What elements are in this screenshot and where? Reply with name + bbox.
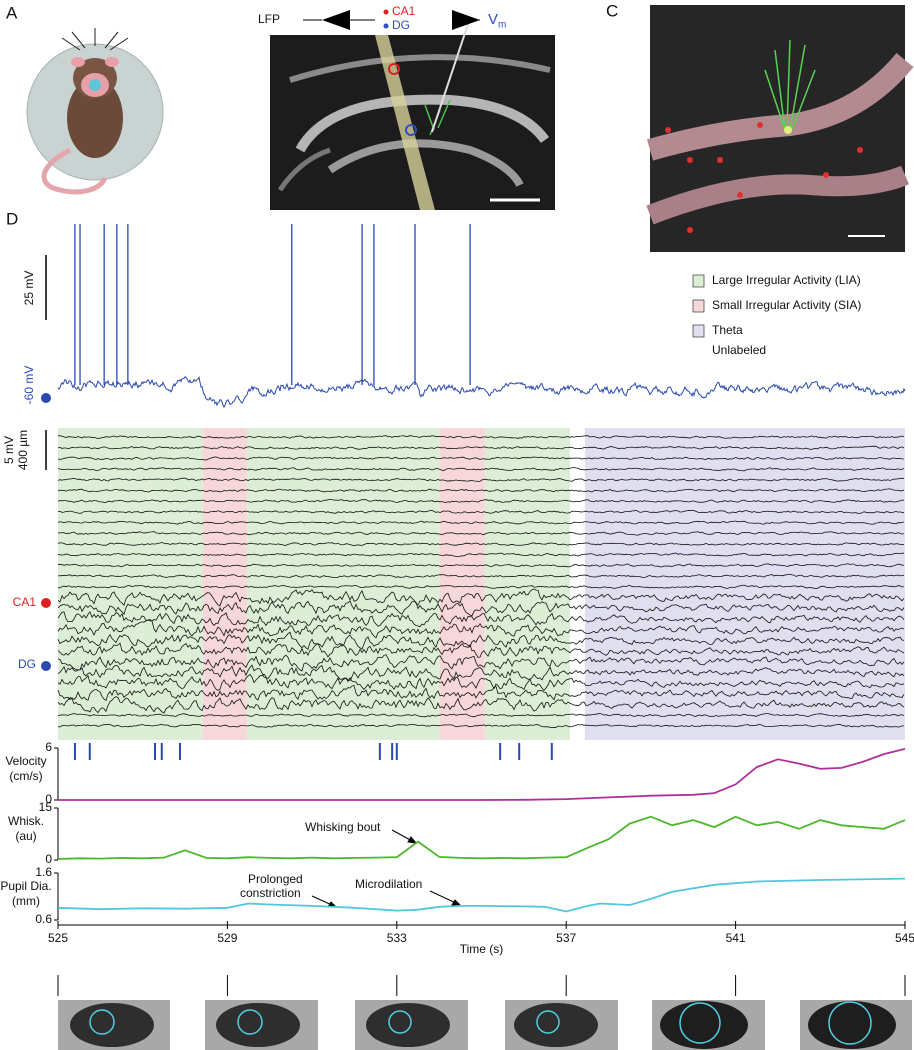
- vm-baseline-dot: [41, 393, 51, 403]
- annotation: Whisking bout: [305, 820, 381, 834]
- lfp-scale-label: 400 µm: [16, 430, 30, 470]
- data-line: [57, 877, 906, 913]
- lfp-trace: [57, 696, 905, 714]
- vm-scale-label: 25 mV: [22, 271, 36, 306]
- vm-label: V: [488, 11, 498, 28]
- y-tick-label: 0: [45, 852, 52, 866]
- panel-letter: D: [6, 209, 18, 228]
- legend-label: Large Irregular Activity (LIA): [712, 273, 861, 287]
- ca1-dot: [383, 9, 389, 15]
- lfp-trace: [57, 654, 905, 672]
- y-tick-label: 15: [39, 800, 53, 814]
- annotation: Prolonged: [248, 872, 303, 886]
- lfp-trace: [57, 723, 904, 728]
- lfp-label: LFP: [258, 12, 280, 26]
- dg-dot: [383, 23, 389, 29]
- lfp-trace: [57, 588, 905, 607]
- lfp-trace: [57, 509, 905, 514]
- x-tick-label: 537: [556, 931, 576, 945]
- x-tick-label: 529: [217, 931, 237, 945]
- lfp-scale-label: 5 mV: [2, 436, 16, 464]
- lfp-trace: [57, 456, 905, 461]
- legend-label: Theta: [712, 323, 743, 337]
- lfp-trace: [57, 467, 905, 472]
- lfp-trace: [57, 600, 905, 617]
- legend-swatch: [692, 299, 705, 313]
- hippocampus-image: [270, 17, 555, 210]
- lfp-trace: [57, 631, 905, 650]
- y-axis-label: Whisk.: [8, 814, 44, 828]
- eye-images: [58, 1000, 912, 1050]
- lfp-trace: [57, 642, 905, 658]
- lfp-trace: [57, 573, 905, 579]
- lfp-trace: [57, 673, 905, 691]
- annotation: Microdilation: [355, 877, 422, 891]
- ca1-channel-label: CA1: [13, 595, 37, 609]
- dg-label: DG: [392, 18, 410, 32]
- lfp-traces: [57, 435, 905, 728]
- state-band: [58, 428, 203, 740]
- vm-trace: [57, 375, 906, 409]
- y-axis-label: (au): [15, 829, 36, 843]
- lfp-trace: [57, 664, 905, 682]
- x-tick-label: 533: [387, 931, 407, 945]
- annotation-arrows: [311, 829, 462, 908]
- legend-label: Unlabeled: [712, 343, 766, 357]
- y-axis-label: Velocity: [5, 754, 46, 768]
- lfp-trace: [57, 713, 905, 718]
- lfp-trace: [57, 445, 905, 450]
- x-tick-label: 545: [895, 931, 914, 945]
- lfp-trace: [57, 584, 905, 589]
- y-axis-label: (cm/s): [9, 769, 42, 783]
- data-line: [57, 815, 906, 860]
- legend-swatch: [692, 324, 705, 338]
- mouse-illustration: [26, 28, 164, 195]
- panel-letter: A: [6, 3, 18, 22]
- lfp-trace: [57, 552, 904, 557]
- x-tick-label: 541: [726, 931, 746, 945]
- vm-baseline-label: -60 mV: [22, 366, 36, 405]
- lfp-trace: [57, 619, 905, 639]
- data-line: [58, 748, 906, 801]
- legend-swatch: [692, 274, 705, 288]
- lfp-trace: [57, 488, 905, 493]
- y-tick-label: 0: [45, 792, 52, 806]
- y-axis-label: (mm): [12, 894, 40, 908]
- lfp-trace: [57, 542, 905, 547]
- lfp-trace: [57, 611, 905, 628]
- lfp-trace: [57, 563, 905, 568]
- ca1-label: CA1: [392, 4, 416, 18]
- lfp-trace: [57, 477, 905, 482]
- lfp-trace: [57, 684, 905, 702]
- dg-channel-label: DG: [18, 657, 36, 671]
- panel-letter: C: [606, 1, 618, 20]
- annotation: constriction: [240, 886, 301, 900]
- x-tick-label: 525: [48, 931, 68, 945]
- state-band: [439, 428, 485, 740]
- legend-label: Small Irregular Activity (SIA): [712, 298, 861, 312]
- ca1-channel-dot: [41, 598, 51, 608]
- lfp-trace: [57, 499, 905, 504]
- lfp-trace: [57, 531, 905, 536]
- amplifier-icons: [303, 10, 480, 30]
- lfp-trace: [57, 435, 905, 439]
- y-tick-label: 1.6: [35, 865, 52, 879]
- vm-subscript: m: [498, 20, 506, 31]
- x-axis-label: Time (s): [460, 942, 504, 956]
- dg-channel-dot: [41, 661, 51, 671]
- y-tick-label: 0.6: [35, 912, 52, 926]
- neuron-image: [646, 5, 914, 252]
- lfp-trace: [57, 520, 905, 525]
- y-axis-label: Pupil Dia.: [0, 879, 51, 893]
- y-tick-label: 6: [45, 740, 52, 754]
